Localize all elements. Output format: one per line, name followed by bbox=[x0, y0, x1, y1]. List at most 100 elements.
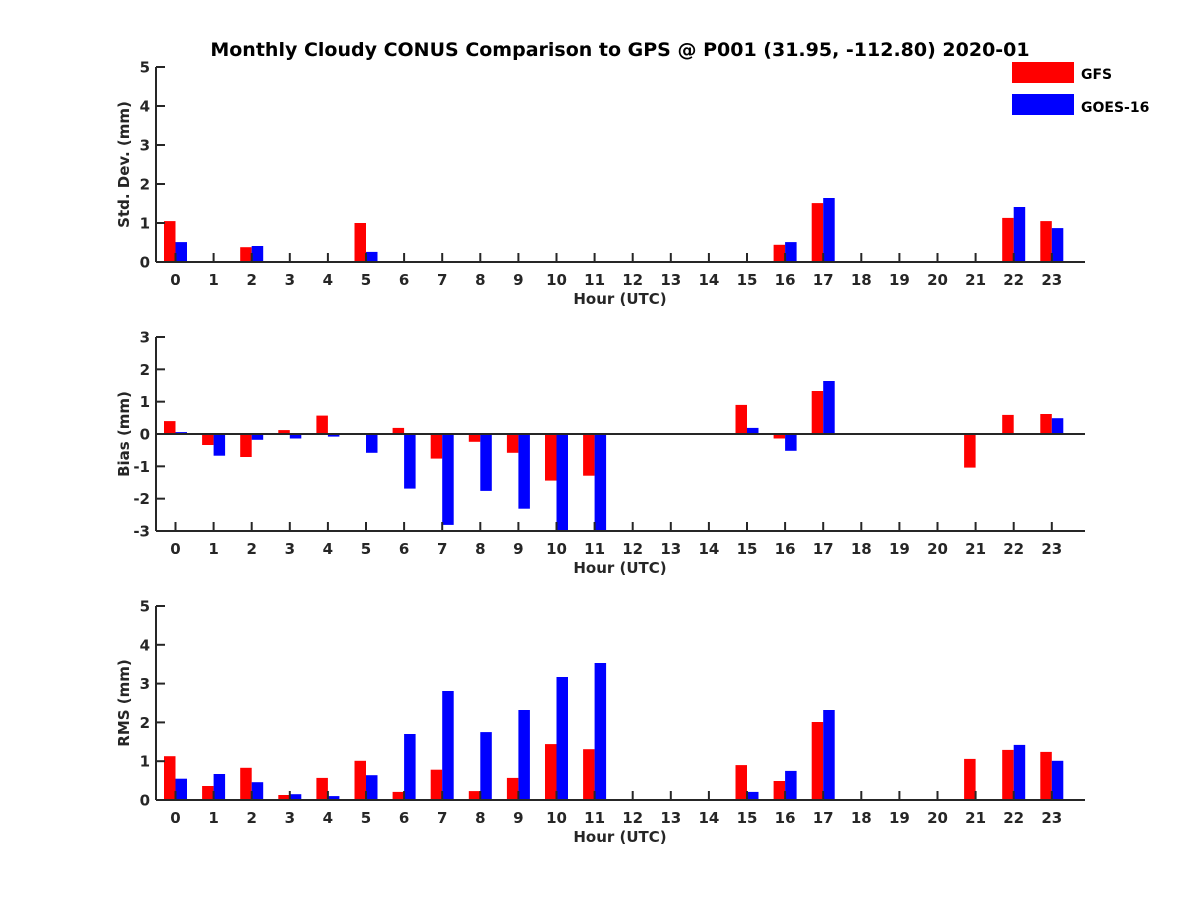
bar-goes16-hour-5 bbox=[366, 251, 378, 262]
x-tick-label: 11 bbox=[584, 809, 605, 827]
x-tick-label: 17 bbox=[813, 540, 834, 558]
bar-goes16-hour-7 bbox=[442, 434, 454, 525]
x-tick-label: 6 bbox=[399, 271, 409, 289]
x-tick-label: 5 bbox=[361, 809, 371, 827]
x-tick-label: 23 bbox=[1041, 540, 1062, 558]
x-tick-label: 16 bbox=[775, 809, 796, 827]
bar-goes16-hour-15 bbox=[747, 791, 759, 800]
x-tick-label: 15 bbox=[737, 540, 758, 558]
legend: GFS GOES-16 bbox=[1012, 62, 1149, 116]
x-tick-label: 9 bbox=[513, 809, 523, 827]
x-tick-label: 19 bbox=[889, 271, 910, 289]
bar-gfs-hour-4 bbox=[316, 415, 328, 434]
x-tick-label: 8 bbox=[475, 540, 485, 558]
bar-goes16-hour-23 bbox=[1051, 760, 1064, 800]
bar-goes16-hour-15 bbox=[747, 427, 759, 434]
bar-goes16-hour-1 bbox=[213, 434, 226, 456]
x-tick-label: 9 bbox=[513, 271, 523, 289]
y-tick-label: -2 bbox=[133, 490, 150, 508]
bar-goes16-hour-6 bbox=[404, 734, 416, 800]
bar-gfs-hour-23 bbox=[1040, 414, 1052, 434]
x-tick-label: 19 bbox=[889, 809, 910, 827]
x-tick-label: 7 bbox=[437, 809, 447, 827]
bar-goes16-hour-5 bbox=[366, 775, 378, 800]
bar-gfs-hour-9 bbox=[506, 434, 519, 453]
x-tick-label: 12 bbox=[622, 540, 643, 558]
bar-goes16-hour-8 bbox=[480, 434, 492, 491]
bar-gfs-hour-6 bbox=[392, 427, 405, 434]
y-tick-label: 3 bbox=[140, 675, 150, 693]
x-tick-label: 0 bbox=[170, 540, 180, 558]
bar-gfs-hour-2 bbox=[240, 434, 252, 457]
bar-gfs-hour-22 bbox=[1002, 749, 1014, 800]
bar-gfs-hour-17 bbox=[811, 722, 824, 800]
x-tick-label: 20 bbox=[927, 809, 948, 827]
bar-goes16-hour-17 bbox=[823, 710, 835, 800]
x-tick-label: 1 bbox=[208, 271, 218, 289]
bar-goes16-hour-16 bbox=[785, 242, 797, 262]
x-tick-label: 3 bbox=[285, 809, 295, 827]
bar-gfs-hour-15 bbox=[735, 765, 747, 800]
bar-gfs-hour-16 bbox=[773, 434, 786, 439]
bar-goes16-hour-9 bbox=[518, 434, 530, 509]
y-axis-label: Std. Dev. (mm) bbox=[115, 101, 133, 228]
x-tick-label: 12 bbox=[622, 809, 643, 827]
bar-gfs-hour-22 bbox=[1002, 414, 1014, 434]
y-tick-label: 5 bbox=[140, 598, 150, 616]
bar-goes16-hour-22 bbox=[1013, 744, 1026, 800]
x-tick-label: 8 bbox=[475, 809, 485, 827]
x-axis-label: Hour (UTC) bbox=[573, 290, 666, 308]
y-axis-label: RMS (mm) bbox=[115, 659, 133, 746]
x-tick-label: 18 bbox=[851, 540, 872, 558]
bar-goes16-hour-3 bbox=[289, 794, 302, 800]
x-tick-label: 14 bbox=[698, 540, 719, 558]
bar-goes16-hour-0 bbox=[175, 778, 187, 800]
x-tick-label: 0 bbox=[170, 809, 180, 827]
x-tick-label: 11 bbox=[584, 540, 605, 558]
bar-gfs-hour-16 bbox=[773, 244, 786, 262]
bar-gfs-hour-2 bbox=[240, 247, 252, 262]
y-tick-label: -1 bbox=[133, 458, 150, 476]
x-tick-label: 16 bbox=[775, 540, 796, 558]
chart-title: Monthly Cloudy CONUS Comparison to GPS @… bbox=[210, 39, 1029, 61]
x-tick-label: 20 bbox=[927, 271, 948, 289]
y-tick-label: 5 bbox=[140, 59, 150, 77]
x-tick-label: 10 bbox=[546, 271, 567, 289]
x-tick-label: 21 bbox=[965, 540, 986, 558]
bar-gfs-hour-2 bbox=[240, 767, 252, 800]
bar-goes16-hour-3 bbox=[289, 434, 302, 439]
y-tick-label: 2 bbox=[140, 361, 150, 379]
y-tick-label: 1 bbox=[140, 753, 150, 771]
bar-goes16-hour-11 bbox=[594, 663, 607, 800]
x-tick-label: 22 bbox=[1003, 540, 1024, 558]
bar-goes16-hour-6 bbox=[404, 434, 416, 489]
bar-gfs-hour-3 bbox=[278, 795, 290, 800]
x-tick-label: 7 bbox=[437, 271, 447, 289]
y-tick-label: 2 bbox=[140, 176, 150, 194]
bar-gfs-hour-4 bbox=[316, 777, 328, 800]
y-tick-label: -3 bbox=[133, 523, 150, 541]
x-tick-label: 18 bbox=[851, 809, 872, 827]
x-tick-label: 17 bbox=[813, 271, 834, 289]
x-tick-label: 4 bbox=[323, 809, 333, 827]
x-tick-label: 4 bbox=[323, 540, 333, 558]
x-tick-label: 17 bbox=[813, 809, 834, 827]
bar-gfs-hour-10 bbox=[545, 434, 557, 481]
x-tick-label: 6 bbox=[399, 540, 409, 558]
x-tick-label: 19 bbox=[889, 540, 910, 558]
y-axis-label: Bias (mm) bbox=[115, 391, 133, 477]
bar-goes16-hour-17 bbox=[823, 381, 835, 434]
x-tick-label: 9 bbox=[513, 540, 523, 558]
x-tick-label: 6 bbox=[399, 809, 409, 827]
bar-goes16-hour-10 bbox=[556, 677, 568, 800]
bar-gfs-hour-16 bbox=[773, 781, 786, 800]
bar-gfs-hour-8 bbox=[468, 434, 481, 442]
x-tick-label: 22 bbox=[1003, 809, 1024, 827]
x-tick-label: 14 bbox=[698, 271, 719, 289]
bar-gfs-hour-5 bbox=[354, 760, 366, 800]
bar-goes16-hour-2 bbox=[251, 782, 264, 800]
legend-swatch-gfs bbox=[1012, 62, 1074, 83]
y-tick-label: 2 bbox=[140, 714, 150, 732]
x-tick-label: 11 bbox=[584, 271, 605, 289]
